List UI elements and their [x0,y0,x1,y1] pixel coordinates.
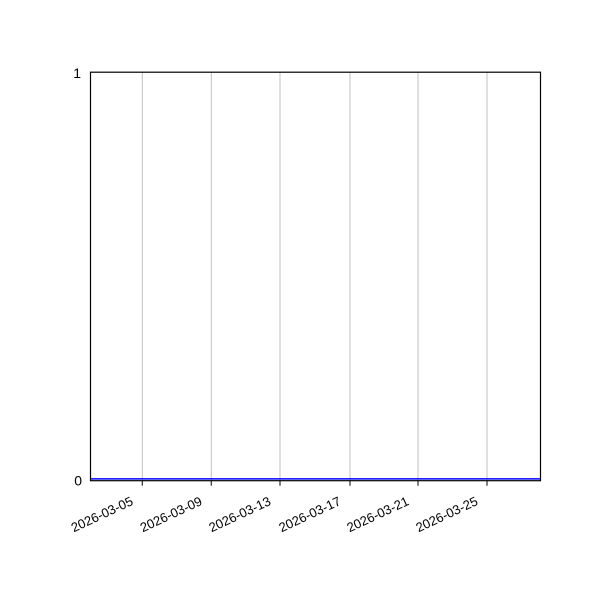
svg-text:0: 0 [74,473,82,489]
svg-text:1: 1 [73,65,81,81]
